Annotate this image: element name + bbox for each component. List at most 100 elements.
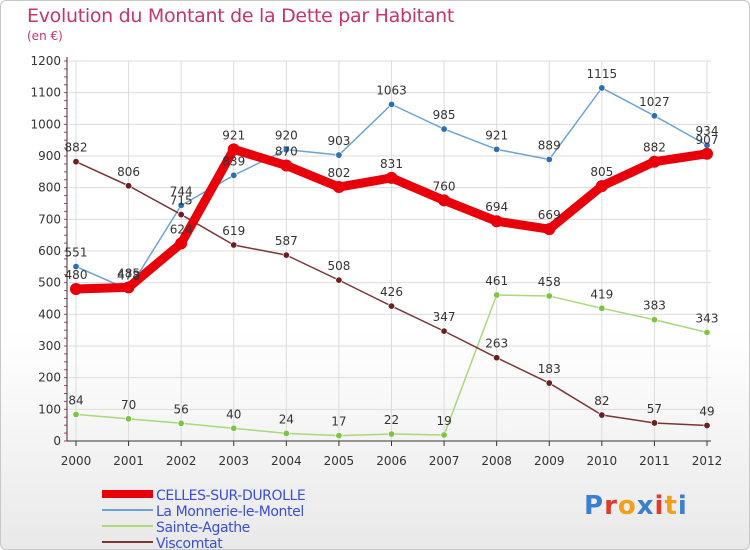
data-point <box>440 431 448 439</box>
y-tick-label: 0 <box>53 434 61 448</box>
data-point <box>332 181 345 194</box>
x-tick-label: 2002 <box>166 454 197 468</box>
logo-letter: x <box>636 491 655 521</box>
data-label: 1063 <box>376 83 407 97</box>
data-label: 419 <box>590 287 613 301</box>
legend-label: CELLES-SUR-DUROLLE <box>156 488 305 504</box>
data-point <box>545 155 553 163</box>
proxiti-logo: Proxiti <box>584 491 688 521</box>
data-point <box>598 304 606 312</box>
y-tick-label: 1000 <box>30 117 61 131</box>
data-point <box>177 419 185 427</box>
data-label: 715 <box>170 194 193 208</box>
logo-letter: o <box>617 491 637 521</box>
y-tick-label: 900 <box>38 149 61 163</box>
data-point <box>122 281 135 294</box>
data-label: 49 <box>699 404 714 418</box>
x-tick-label: 2003 <box>218 454 249 468</box>
data-point <box>493 354 501 362</box>
data-point <box>335 432 343 440</box>
data-point <box>387 430 395 438</box>
data-point <box>335 276 343 284</box>
data-label: 907 <box>696 133 719 147</box>
data-point <box>282 429 290 437</box>
chart-title: Evolution du Montant de la Dette par Hab… <box>27 5 455 27</box>
logo-letter: i <box>677 491 688 521</box>
data-label: 183 <box>538 362 561 376</box>
data-label: 1027 <box>639 95 670 109</box>
data-label: 24 <box>279 412 294 426</box>
data-label: 19 <box>436 414 451 428</box>
data-label: 263 <box>485 337 508 351</box>
data-label: 882 <box>65 141 88 155</box>
data-label: 624 <box>170 222 193 236</box>
data-label: 806 <box>117 165 140 179</box>
data-point <box>230 424 238 432</box>
legend-label: La Monnerie-le-Montel <box>156 504 304 520</box>
data-label: 383 <box>643 299 666 313</box>
y-tick-label: 600 <box>38 244 61 258</box>
y-tick-label: 700 <box>38 212 61 226</box>
x-tick-label: 2011 <box>639 454 670 468</box>
data-label: 56 <box>174 402 189 416</box>
data-point <box>648 155 661 168</box>
logo-letter: t <box>664 491 678 521</box>
x-tick-label: 2012 <box>692 454 723 468</box>
data-point <box>125 182 133 190</box>
data-point <box>440 125 448 133</box>
data-label: 619 <box>222 224 245 238</box>
data-label: 805 <box>590 165 613 179</box>
data-point <box>72 158 80 166</box>
data-label: 669 <box>538 208 561 222</box>
data-point <box>385 171 398 184</box>
x-tick-label: 2001 <box>113 454 144 468</box>
legend-label: Sainte-Agathe <box>156 520 250 536</box>
logo-letter: P <box>584 491 605 521</box>
data-point <box>438 194 451 207</box>
data-point <box>230 171 238 179</box>
data-point <box>70 283 82 295</box>
data-label: 82 <box>594 394 609 408</box>
data-point <box>703 328 711 336</box>
data-label: 694 <box>485 200 508 214</box>
data-label: 84 <box>68 393 83 407</box>
data-label: 478 <box>117 269 140 283</box>
data-point <box>387 100 395 108</box>
data-label: 40 <box>226 407 241 421</box>
data-label: 480 <box>65 268 88 282</box>
data-label: 934 <box>696 124 719 138</box>
data-label: 839 <box>222 154 245 168</box>
y-tick-label: 300 <box>38 339 61 353</box>
data-point <box>598 84 606 92</box>
chart-subtitle: (en €) <box>27 29 63 43</box>
data-label: 889 <box>538 138 561 152</box>
data-label: 57 <box>647 402 662 416</box>
data-point <box>387 302 395 310</box>
x-tick-label: 2000 <box>61 454 92 468</box>
data-label: 458 <box>538 275 561 289</box>
data-point <box>230 241 238 249</box>
data-point <box>493 291 501 299</box>
data-point <box>703 421 711 429</box>
data-label: 802 <box>327 166 350 180</box>
y-tick-label: 400 <box>38 307 61 321</box>
data-point <box>650 419 658 427</box>
data-label: 485 <box>117 266 140 280</box>
data-point <box>125 415 133 423</box>
data-point <box>227 143 240 156</box>
data-label: 343 <box>696 311 719 325</box>
data-point <box>545 292 553 300</box>
x-tick-label: 2007 <box>429 454 460 468</box>
data-point <box>280 159 293 172</box>
data-label: 985 <box>433 108 456 122</box>
data-point <box>177 211 185 219</box>
data-label: 587 <box>275 234 298 248</box>
logo-letter: r <box>604 491 618 521</box>
x-tick-label: 2010 <box>587 454 618 468</box>
data-label: 22 <box>384 413 399 427</box>
data-label: 831 <box>380 157 403 171</box>
data-point <box>72 263 80 271</box>
data-point <box>545 379 553 387</box>
